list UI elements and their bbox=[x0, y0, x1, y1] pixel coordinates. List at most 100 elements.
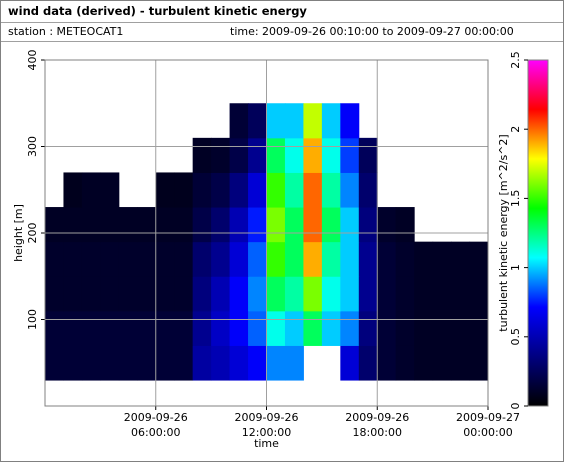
x-tick-label: 2009-09-26 bbox=[235, 411, 299, 424]
heat-cell bbox=[63, 345, 83, 381]
heat-cell bbox=[321, 207, 341, 243]
heat-cell bbox=[266, 276, 286, 312]
heat-cell bbox=[248, 172, 267, 208]
heat-cell bbox=[63, 207, 83, 243]
heat-cell bbox=[469, 241, 489, 277]
heat-cell bbox=[229, 103, 249, 139]
heat-cell bbox=[155, 345, 175, 381]
heat-cell bbox=[229, 276, 249, 312]
heat-cell bbox=[266, 345, 286, 381]
heat-cell bbox=[211, 310, 231, 346]
heat-cell bbox=[284, 103, 304, 139]
y-tick-label: 100 bbox=[26, 309, 39, 330]
window-title: wind data (derived) - turbulent kinetic … bbox=[8, 4, 307, 18]
colorbar bbox=[527, 59, 549, 407]
heat-cell bbox=[100, 172, 120, 208]
heat-cell bbox=[321, 172, 341, 208]
heat-cell bbox=[266, 207, 286, 243]
heat-cell bbox=[284, 207, 304, 243]
heat-cell bbox=[432, 310, 452, 346]
heat-cell bbox=[377, 241, 397, 277]
heat-cell bbox=[192, 345, 212, 381]
heat-cell bbox=[284, 276, 304, 312]
y-tick-label: 400 bbox=[26, 50, 39, 71]
heat-cell bbox=[81, 345, 101, 381]
heat-cell bbox=[321, 276, 341, 312]
heat-cell bbox=[192, 172, 212, 208]
heat-cell bbox=[100, 310, 120, 346]
x-tick-label: 2009-09-26 bbox=[124, 411, 188, 424]
colorbar-tick-label: 0 bbox=[509, 403, 522, 410]
heat-cell bbox=[432, 345, 452, 381]
heat-cell bbox=[248, 276, 267, 312]
heat-cell bbox=[340, 207, 360, 243]
heat-cell bbox=[137, 345, 157, 381]
heat-cell bbox=[63, 310, 83, 346]
heat-cell bbox=[451, 241, 471, 277]
heat-cell bbox=[118, 276, 138, 312]
heat-cell bbox=[451, 345, 471, 381]
heat-cell bbox=[303, 276, 323, 312]
heat-cell bbox=[377, 276, 397, 312]
heat-cell bbox=[284, 137, 304, 173]
heat-cell bbox=[451, 276, 471, 312]
heat-cell bbox=[358, 276, 378, 312]
heat-cell bbox=[100, 241, 120, 277]
heat-cell bbox=[266, 241, 286, 277]
station-label: station : METEOCAT1 bbox=[8, 25, 123, 38]
heat-cell bbox=[100, 345, 120, 381]
heat-cell bbox=[211, 172, 231, 208]
heat-cell bbox=[229, 241, 249, 277]
colorbar-tick-label: 2 bbox=[509, 126, 522, 133]
heat-cell bbox=[174, 345, 194, 381]
heat-cell bbox=[414, 310, 434, 346]
heat-cell bbox=[248, 103, 267, 139]
heat-cell bbox=[414, 345, 434, 381]
heat-cell bbox=[174, 172, 194, 208]
heat-cell bbox=[155, 310, 175, 346]
heat-cell bbox=[248, 241, 267, 277]
heat-cell bbox=[303, 241, 323, 277]
heat-cell bbox=[137, 310, 157, 346]
heat-cell bbox=[284, 172, 304, 208]
heat-cell bbox=[81, 207, 101, 243]
colorbar-tick-label: 0.5 bbox=[509, 328, 522, 346]
heat-cell bbox=[395, 207, 415, 243]
heat-cell bbox=[358, 241, 378, 277]
colorbar-tick-label: 2.5 bbox=[509, 51, 522, 69]
heat-cell bbox=[155, 241, 175, 277]
time-range-label: time: 2009-09-26 00:10:00 to 2009-09-27 … bbox=[230, 25, 514, 38]
x-tick-label: 2009-09-26 bbox=[345, 411, 409, 424]
heat-cell bbox=[377, 310, 397, 346]
plot-frame bbox=[44, 59, 489, 407]
heat-cell bbox=[266, 172, 286, 208]
heat-cell bbox=[248, 207, 267, 243]
heat-cell bbox=[192, 241, 212, 277]
heat-cell bbox=[248, 310, 267, 346]
y-axis-label: height [m] bbox=[12, 204, 25, 262]
heat-cell bbox=[45, 310, 64, 346]
colorbar-tick-label: 1 bbox=[509, 264, 522, 271]
heat-cell bbox=[211, 137, 231, 173]
heat-cell bbox=[358, 172, 378, 208]
heat-cell bbox=[118, 310, 138, 346]
heat-cell bbox=[63, 241, 83, 277]
heat-cell bbox=[155, 207, 175, 243]
heat-cell bbox=[266, 137, 286, 173]
y-tick-label: 300 bbox=[26, 136, 39, 157]
heat-cell bbox=[303, 172, 323, 208]
heat-cell bbox=[248, 137, 267, 173]
heat-cell bbox=[63, 172, 83, 208]
heat-cell bbox=[211, 276, 231, 312]
heat-cell bbox=[63, 276, 83, 312]
heat-cell bbox=[137, 276, 157, 312]
heat-cell bbox=[229, 310, 249, 346]
heat-cell bbox=[358, 310, 378, 346]
x-tick-label: 2009-09-27 bbox=[456, 411, 520, 424]
heat-cell bbox=[174, 241, 194, 277]
heat-cell bbox=[303, 310, 323, 346]
heat-cell bbox=[174, 276, 194, 312]
heat-cell bbox=[81, 241, 101, 277]
heat-cell bbox=[229, 172, 249, 208]
